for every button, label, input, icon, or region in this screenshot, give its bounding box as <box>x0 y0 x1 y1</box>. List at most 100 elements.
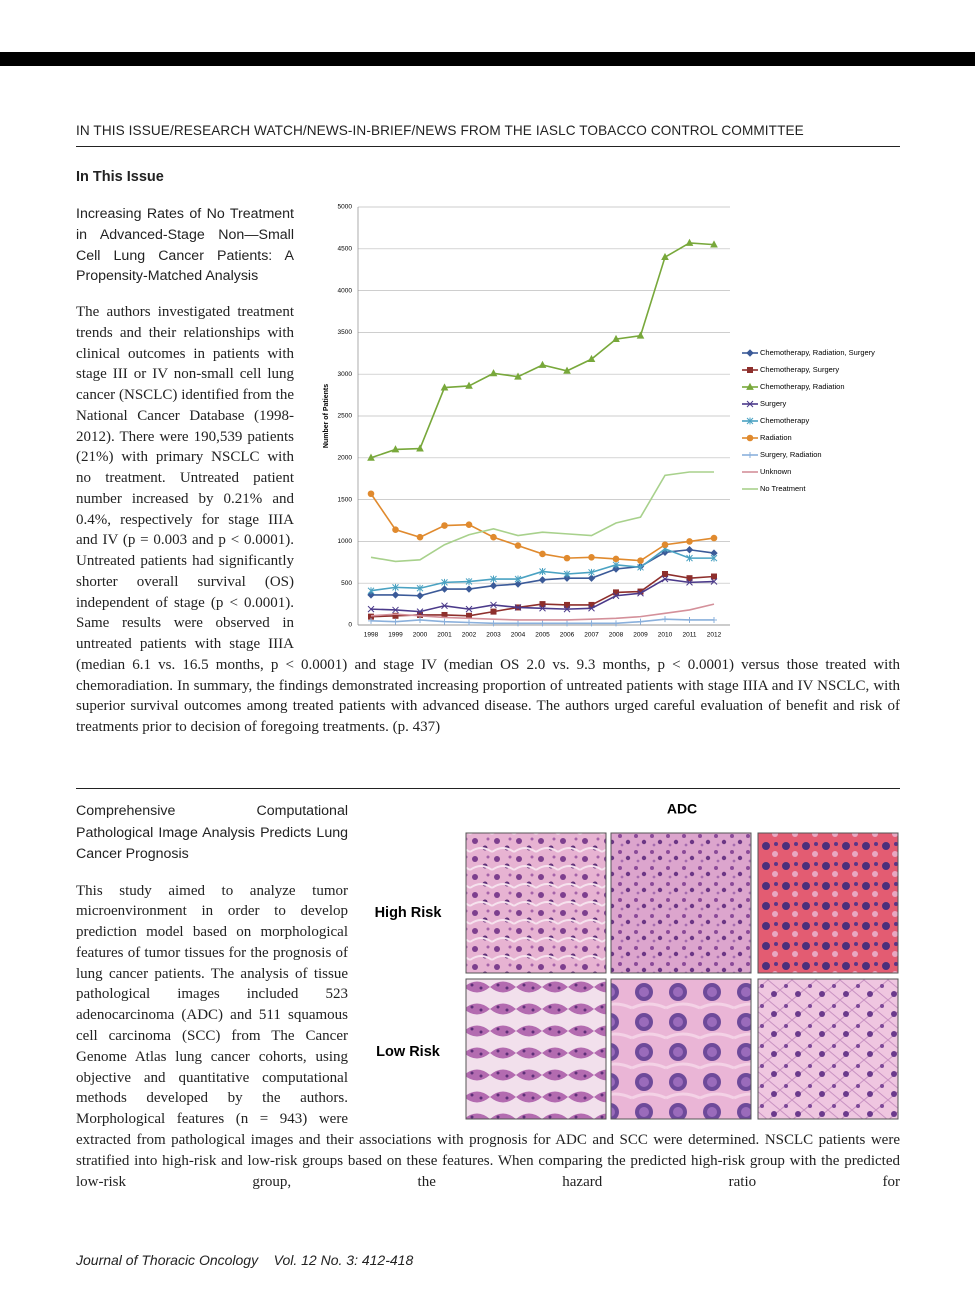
series-line <box>370 471 714 563</box>
point <box>564 601 570 608</box>
point <box>662 571 668 578</box>
point <box>662 616 668 623</box>
point <box>416 584 424 592</box>
x-tick-label: 1999 <box>388 632 403 639</box>
point <box>391 445 400 453</box>
y-tick-label: 2000 <box>338 455 353 462</box>
point <box>686 579 693 586</box>
point <box>367 587 375 595</box>
x-tick-label: 2005 <box>535 632 550 639</box>
y-tick-label: 500 <box>341 580 352 587</box>
x-tick-label: 2006 <box>560 632 575 639</box>
point <box>563 605 571 613</box>
citation: Vol. 12 No. 3: 412-418 <box>273 1252 414 1268</box>
point <box>563 554 571 562</box>
point <box>539 550 546 558</box>
micrograph <box>757 832 899 974</box>
point <box>489 582 498 590</box>
micrograph <box>610 978 752 1120</box>
article: ADC High Risk Low Risk Comprehensive Com… <box>76 800 900 1192</box>
point <box>637 557 644 564</box>
y-tick-label: 1000 <box>338 538 353 545</box>
article-title: Comprehensive Computational Pathological… <box>76 803 348 862</box>
point <box>465 605 473 613</box>
point <box>514 542 522 549</box>
section-title: In This Issue <box>76 169 164 185</box>
point <box>367 605 375 613</box>
micrograph <box>757 978 899 1120</box>
point <box>392 583 399 591</box>
x-tick-label: 2010 <box>658 632 673 639</box>
point <box>587 354 596 363</box>
point <box>490 620 497 627</box>
legend-label: Unknown <box>760 467 791 476</box>
y-tick-label: 3000 <box>338 371 353 378</box>
legend-marker <box>746 417 754 425</box>
point <box>588 604 595 612</box>
point <box>612 565 620 573</box>
y-axis-label: Number of Patients <box>323 384 330 448</box>
point <box>685 546 694 554</box>
micrograph <box>610 832 752 974</box>
x-tick-label: 2008 <box>609 632 624 639</box>
y-tick-label: 4000 <box>338 287 353 294</box>
running-title: IN THIS ISSUE/RESEARCH WATCH/NEWS-IN-BRI… <box>76 123 804 138</box>
legend-label: Radiation <box>760 433 792 442</box>
point <box>392 526 399 533</box>
legend-label: Chemotherapy, Radiation <box>760 382 845 391</box>
legend-marker <box>747 452 753 458</box>
x-tick-label: 2001 <box>437 632 452 639</box>
point <box>466 619 472 626</box>
article-title: Increasing Rates of No Treatment in Adva… <box>76 206 294 285</box>
point <box>392 618 399 625</box>
x-tick-label: 2004 <box>511 632 526 639</box>
point <box>391 591 400 599</box>
x-tick-label: 2012 <box>707 632 722 639</box>
legend-label: Surgery, Radiation <box>760 450 822 459</box>
point <box>514 372 522 380</box>
point <box>661 575 669 583</box>
point <box>367 453 375 461</box>
point <box>489 369 498 377</box>
point <box>465 578 473 586</box>
point <box>539 604 546 612</box>
point <box>441 578 448 586</box>
x-tick-label: 2002 <box>462 632 477 639</box>
point <box>539 620 546 627</box>
point <box>367 591 375 599</box>
point <box>612 334 620 342</box>
y-tick-label: 1500 <box>338 496 353 503</box>
point <box>538 360 547 368</box>
legend-marker <box>747 367 753 373</box>
point <box>514 604 522 611</box>
point <box>441 602 448 610</box>
point <box>686 554 693 562</box>
legend-marker <box>746 400 754 408</box>
series-line <box>370 603 715 621</box>
row-label: High Risk <box>375 905 443 921</box>
point <box>490 601 497 609</box>
point <box>490 533 497 541</box>
figure-title: ADC <box>667 801 697 817</box>
point <box>392 612 399 619</box>
point <box>441 618 448 625</box>
rule <box>76 788 900 789</box>
point <box>417 616 423 623</box>
point <box>686 538 693 545</box>
point <box>686 575 693 582</box>
point <box>710 554 718 562</box>
point <box>465 521 473 528</box>
legend-label: Surgery <box>760 399 787 408</box>
article-body: This study aimed to analyze tumor microe… <box>76 882 900 1190</box>
point <box>588 620 595 627</box>
point <box>588 568 595 576</box>
legend-marker <box>746 382 754 390</box>
point <box>636 331 645 339</box>
article: 0 500 1000 1500 2000 2500 3000 3500 4000 4500 5000… <box>76 195 900 738</box>
point <box>564 620 570 627</box>
legend-label: No Treatment <box>760 484 806 493</box>
point <box>637 589 644 597</box>
chart: 0 500 1000 1500 2000 2500 3000 3500 4000 4500 5000… <box>323 204 875 639</box>
point <box>711 573 717 580</box>
